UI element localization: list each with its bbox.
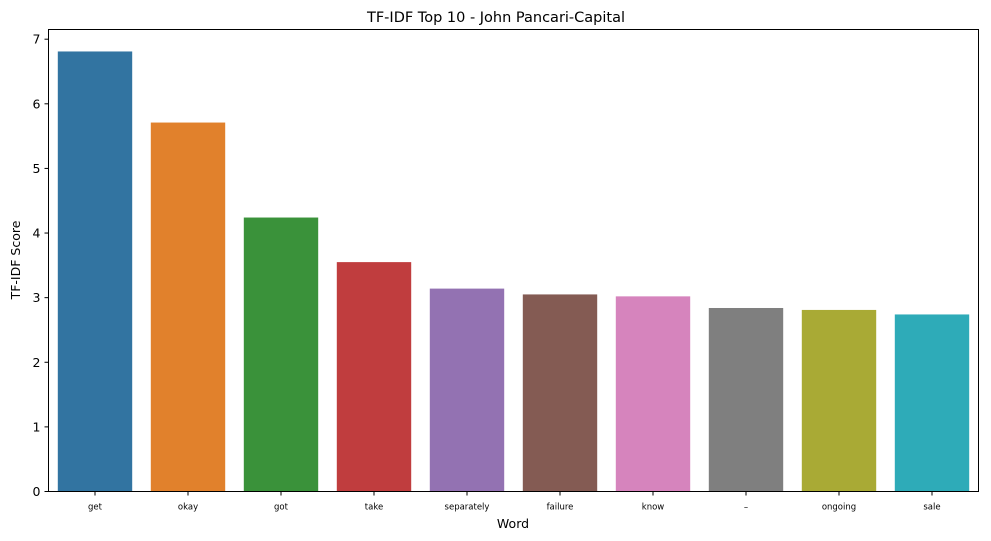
bar-6 [615, 296, 691, 492]
bars-group [57, 51, 970, 492]
bar-1 [150, 122, 226, 492]
x-tick-label: take [365, 503, 383, 513]
x-axis-label: Word [497, 516, 529, 531]
y-tick-label: 6 [33, 96, 41, 111]
y-tick-label: 4 [33, 226, 41, 241]
y-tick-label: 3 [33, 290, 41, 305]
chart-title: TF-IDF Top 10 - John Pancari-Capital [366, 10, 625, 26]
x-tick-label: got [274, 503, 289, 513]
x-tick-label: failure [547, 503, 574, 513]
y-tick-label: 1 [33, 419, 41, 434]
x-tick-label: separately [445, 503, 490, 513]
bar-0 [57, 51, 133, 492]
bar-9 [894, 314, 970, 492]
x-tick-label: know [642, 503, 665, 513]
bar-3 [336, 262, 412, 492]
bar-8 [801, 309, 877, 492]
x-axis-ticks: get okay got take separately failure know – ongo… [88, 491, 941, 513]
bar-5 [522, 294, 598, 492]
y-axis-label: TF-IDF Score [8, 220, 23, 300]
bar-4 [429, 288, 505, 492]
bar-2 [243, 217, 319, 492]
x-tick-label: get [88, 503, 103, 513]
y-tick-label: 5 [33, 161, 41, 176]
bar-7 [708, 307, 784, 492]
plot-frame [48, 29, 979, 492]
x-tick-label: sale [923, 503, 940, 513]
x-tick-label: – [744, 503, 748, 513]
y-tick-label: 7 [33, 32, 41, 47]
y-tick-label: 2 [33, 355, 41, 370]
x-tick-label: okay [178, 503, 198, 513]
x-tick-label: ongoing [822, 503, 856, 513]
y-axis-ticks: 0 1 2 3 4 5 6 7 [33, 32, 49, 499]
y-tick-label: 0 [33, 484, 41, 499]
